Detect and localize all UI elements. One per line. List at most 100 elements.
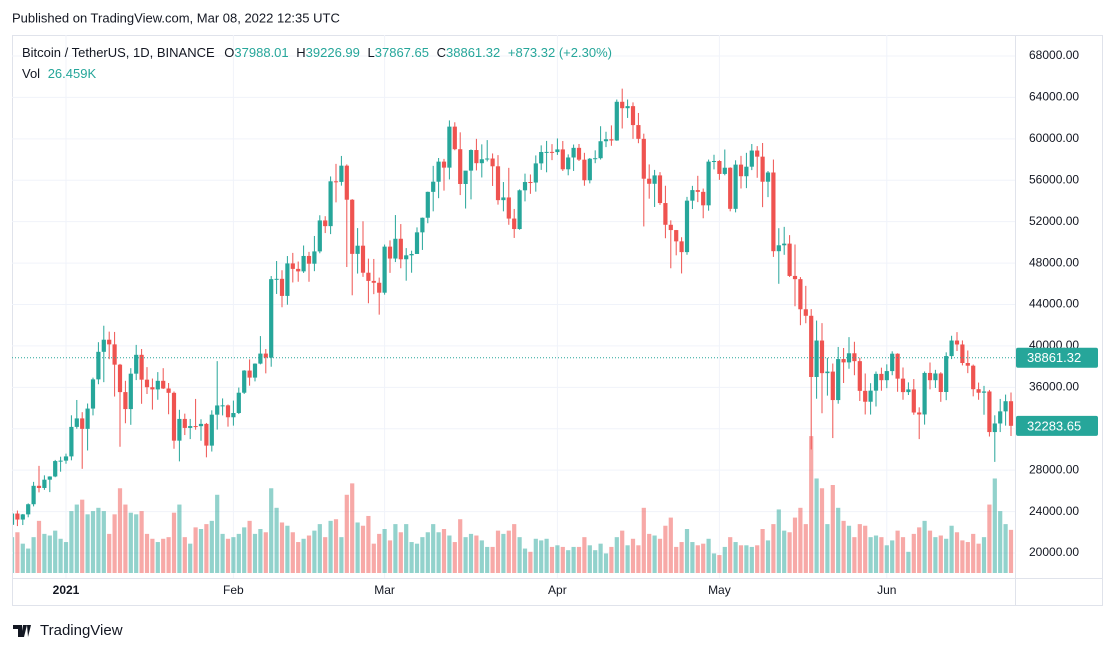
candle-body (90, 379, 96, 409)
volume-bar (803, 524, 808, 573)
candle-body (879, 373, 884, 381)
volume-bar (544, 538, 549, 573)
candle-body (771, 172, 776, 252)
volume-bar (657, 538, 663, 573)
candle-body (350, 199, 355, 254)
x-tick-label: Feb (223, 583, 244, 597)
candle-layer (13, 88, 1014, 527)
candle-body (695, 190, 700, 192)
candle-body (209, 414, 214, 446)
axes: 20000.0024000.0028000.0032000.0036000.00… (12, 48, 1098, 597)
volume-bar (868, 537, 873, 573)
candle-body (690, 190, 695, 201)
volume-bar (204, 524, 209, 573)
candle-body (933, 373, 938, 381)
y-tick-label: 24000.00 (1029, 504, 1079, 518)
candle-body (598, 141, 603, 159)
volume-bar (971, 533, 976, 573)
volume-bar (371, 543, 376, 573)
candle-body (355, 245, 360, 254)
volume-bar (755, 545, 760, 573)
x-tick-label: Jun (877, 583, 896, 597)
candle-body (317, 220, 322, 252)
candle-body (371, 280, 376, 283)
volume-bar (992, 478, 997, 573)
x-tick-label: 2021 (53, 583, 80, 597)
candle-body (711, 161, 717, 163)
volume-bar (517, 537, 522, 573)
candle-body (215, 405, 220, 415)
volume-bar (630, 538, 636, 573)
candle-body (776, 245, 781, 252)
volume-bar (927, 530, 933, 573)
volume-bar (954, 532, 960, 573)
candle-body (976, 389, 981, 393)
candle-body (328, 181, 333, 227)
candle-body (555, 149, 560, 153)
candle-body (74, 418, 79, 427)
volume-bar (377, 533, 382, 573)
volume-bar (836, 507, 841, 573)
candle-body (765, 172, 771, 182)
y-tick-label: 20000.00 (1029, 545, 1079, 559)
volume-bar (841, 520, 846, 573)
volume-bar (225, 538, 231, 573)
volume-bar (998, 511, 1003, 573)
volume-bar (47, 535, 52, 573)
candle-body (458, 149, 463, 184)
volume-bar (269, 488, 274, 573)
candle-body (1008, 401, 1014, 426)
volume-bar (749, 546, 754, 573)
volume-bar (323, 537, 328, 573)
candle-body (344, 165, 349, 200)
volume-bar (533, 538, 538, 573)
volume-bar (333, 519, 339, 573)
candle-body (906, 389, 911, 393)
y-tick-label: 28000.00 (1029, 462, 1079, 476)
price-tag (1016, 347, 1098, 368)
volume-bar (679, 542, 684, 573)
candle-body (166, 388, 171, 393)
candle-body (290, 263, 295, 269)
volume-bar (647, 533, 652, 573)
volume-bar (393, 524, 398, 573)
candle-body (101, 339, 106, 352)
candle-body (841, 359, 846, 363)
candle-body (819, 340, 825, 374)
ohlc-value: 39226.99 (306, 45, 360, 60)
volume-bar (787, 532, 792, 573)
ohlc-value: 37867.65 (375, 45, 429, 60)
volume-bar (798, 507, 803, 573)
candle-body (636, 125, 641, 139)
volume-bar (506, 530, 511, 573)
candle-body (549, 151, 555, 153)
candle-body (576, 147, 582, 160)
volume-bar (695, 545, 700, 573)
candle-body (582, 159, 587, 181)
volume-bar (350, 483, 355, 573)
volume-bar (134, 514, 139, 573)
candle-body (571, 147, 576, 158)
volume-bar (603, 553, 609, 573)
candle-body (857, 361, 862, 391)
y-tick-label: 68000.00 (1029, 48, 1079, 62)
candle-body (890, 353, 895, 372)
candle-body (566, 157, 571, 170)
candle-body (366, 272, 371, 281)
volume-bar (879, 537, 884, 573)
volume-legend: Vol 26.459K (22, 66, 96, 81)
published-note: Published on TradingView.com, Mar 08, 20… (12, 10, 340, 25)
candle-body (733, 164, 738, 209)
candle-body (539, 151, 544, 164)
candle-body (80, 418, 85, 429)
volume-bar (274, 507, 279, 573)
candle-body (809, 315, 814, 377)
candle-body (431, 181, 436, 192)
candle-body (911, 389, 916, 413)
candle-body (501, 197, 506, 201)
candle-body (479, 159, 484, 164)
volume-bar (846, 525, 852, 573)
volume-bar (26, 548, 31, 573)
volume-bar (382, 529, 387, 573)
